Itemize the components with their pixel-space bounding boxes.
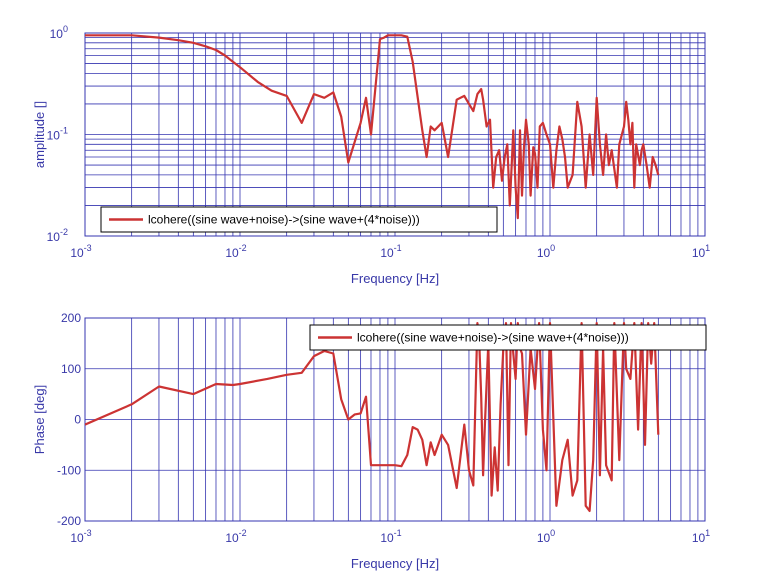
y-axis-label: Phase [deg] xyxy=(32,385,47,454)
legend-box xyxy=(100,206,498,233)
y-axis-label: amplitude [] xyxy=(32,101,47,168)
x-tick-label: 10-3 xyxy=(70,528,91,545)
plot-frame xyxy=(84,32,706,237)
y-tick-label: -100 xyxy=(57,463,81,477)
series-line xyxy=(85,322,660,512)
series-line xyxy=(85,34,660,220)
y-tick-label: 10-1 xyxy=(47,126,68,143)
legend: lcohere((sine wave+noise)->(sine wave+(4… xyxy=(100,206,498,233)
legend-box xyxy=(309,324,707,351)
x-tick-label: 10-2 xyxy=(225,243,246,260)
y-tick-label: 100 xyxy=(61,362,81,376)
y-tick-label: -200 xyxy=(57,514,81,528)
legend-label: lcohere((sine wave+noise)->(sine wave+(4… xyxy=(357,331,629,345)
y-tick-label: 0 xyxy=(74,413,81,427)
x-tick-label: 10-1 xyxy=(380,243,401,260)
x-tick-label: 101 xyxy=(692,243,710,260)
legend-label: lcohere((sine wave+noise)->(sine wave+(4… xyxy=(148,213,420,227)
y-tick-label: 200 xyxy=(61,311,81,325)
x-axis-label: Frequency [Hz] xyxy=(351,556,439,571)
legend: lcohere((sine wave+noise)->(sine wave+(4… xyxy=(309,324,707,351)
chart-phase: 10-3 10-2 10-1 100 101 200 100 0 -100 -200 Frequen… xyxy=(32,311,710,571)
x-tick-label: 100 xyxy=(537,528,555,545)
x-tick-label: 10-2 xyxy=(225,528,246,545)
y-tick-label: 100 xyxy=(50,24,68,41)
plot-frame xyxy=(84,317,706,522)
x-tick-label: 10-3 xyxy=(70,243,91,260)
x-tick-label: 100 xyxy=(537,243,555,260)
y-tick-label: 10-2 xyxy=(47,227,68,244)
x-axis-label: Frequency [Hz] xyxy=(351,271,439,286)
grid xyxy=(84,33,705,237)
x-tick-label: 101 xyxy=(692,528,710,545)
x-tick-label: 10-1 xyxy=(380,528,401,545)
